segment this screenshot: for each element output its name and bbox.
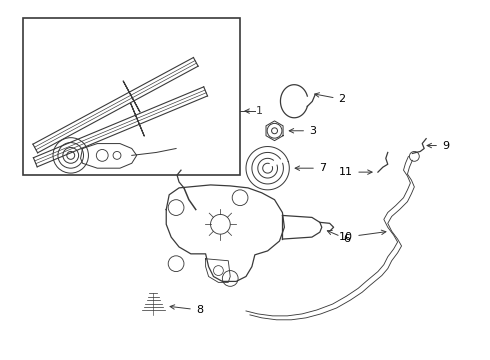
Text: 6: 6 (327, 230, 350, 244)
Text: 2: 2 (315, 93, 345, 104)
Text: 8: 8 (170, 305, 203, 315)
Bar (24, 18, 240, 175)
Text: 10: 10 (339, 230, 386, 242)
Text: 11: 11 (339, 167, 372, 177)
Text: 9: 9 (427, 140, 449, 150)
Text: 7: 7 (295, 163, 326, 173)
Text: 3: 3 (289, 126, 316, 136)
Text: 1: 1 (256, 106, 263, 116)
